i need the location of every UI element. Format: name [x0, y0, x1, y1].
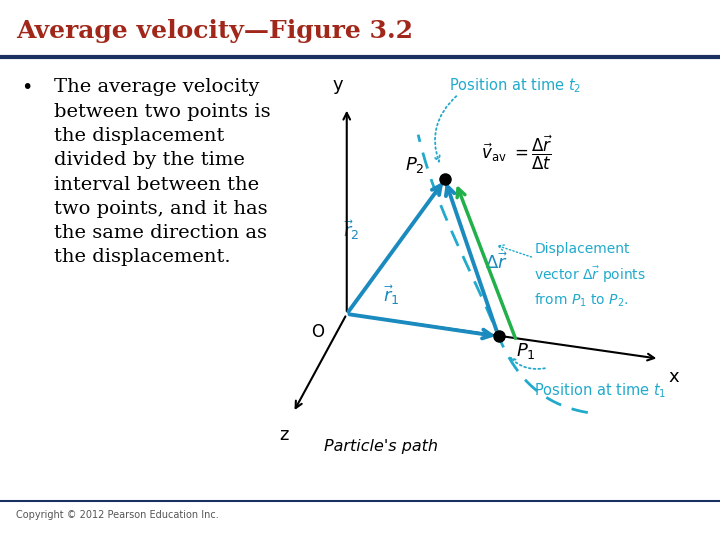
Text: $P_2$: $P_2$: [405, 155, 424, 175]
Text: •: •: [22, 78, 33, 97]
Text: O: O: [312, 323, 325, 341]
Text: y: y: [333, 76, 343, 94]
Text: The average velocity
between two points is
the displacement
divided by the time
: The average velocity between two points …: [54, 78, 271, 266]
Text: Position at time $t_2$: Position at time $t_2$: [449, 77, 582, 95]
Text: $\Delta\vec{r}$: $\Delta\vec{r}$: [485, 252, 508, 273]
Text: x: x: [668, 368, 679, 386]
Text: Position at time $t_1$: Position at time $t_1$: [534, 381, 667, 400]
Text: $P_1$: $P_1$: [516, 341, 536, 361]
Text: z: z: [279, 426, 289, 444]
Text: $\vec{r}_2$: $\vec{r}_2$: [343, 218, 359, 242]
Text: Copyright © 2012 Pearson Education Inc.: Copyright © 2012 Pearson Education Inc.: [16, 510, 219, 521]
Text: Displacement
vector $\Delta\vec{r}$ points
from $P_1$ to $P_2$.: Displacement vector $\Delta\vec{r}$ poin…: [534, 242, 646, 308]
Text: $\vec{v}_{\mathrm{av}}$ $= \dfrac{\Delta\vec{r}}{\Delta t}$: $\vec{v}_{\mathrm{av}}$ $= \dfrac{\Delta…: [481, 133, 552, 172]
Text: Particle's path: Particle's path: [325, 440, 438, 455]
Text: Average velocity—Figure 3.2: Average velocity—Figure 3.2: [16, 19, 413, 43]
Text: $\vec{r}_1$: $\vec{r}_1$: [383, 284, 400, 307]
